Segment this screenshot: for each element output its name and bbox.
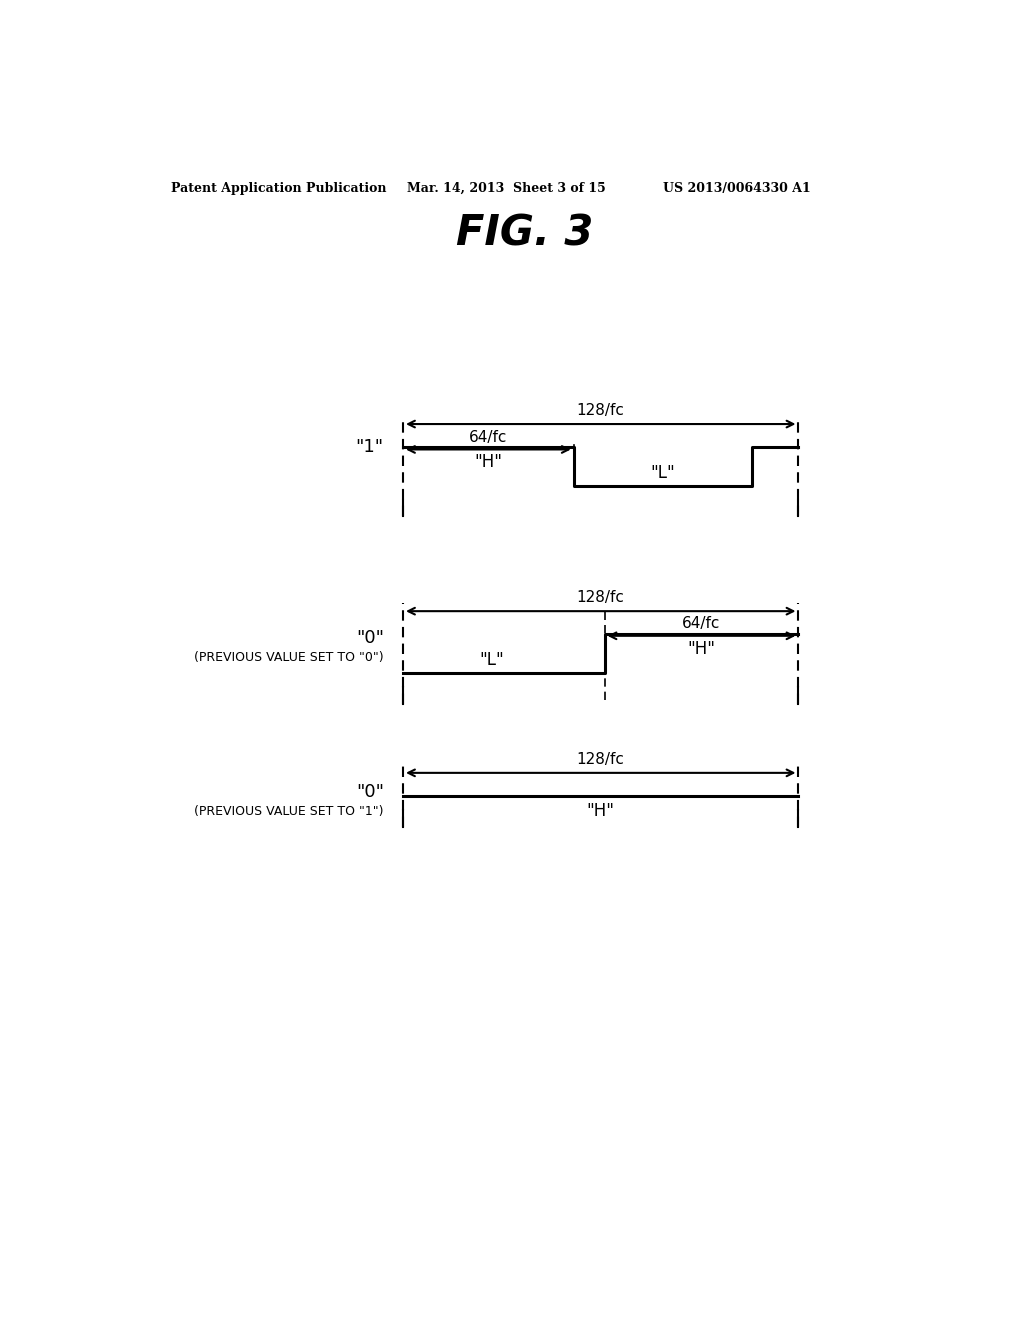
Text: "0": "0" [355, 630, 384, 647]
Text: (PREVIOUS VALUE SET TO "0"): (PREVIOUS VALUE SET TO "0") [195, 651, 384, 664]
Text: "H": "H" [474, 453, 503, 471]
Text: "L": "L" [650, 463, 675, 482]
Text: FIG. 3: FIG. 3 [456, 213, 594, 255]
Text: 128/fc: 128/fc [577, 751, 625, 767]
Text: Patent Application Publication: Patent Application Publication [171, 182, 386, 194]
Text: "H": "H" [587, 803, 614, 820]
Text: "L": "L" [480, 651, 505, 669]
Text: "0": "0" [355, 783, 384, 801]
Text: 64/fc: 64/fc [682, 616, 721, 631]
Text: (PREVIOUS VALUE SET TO "1"): (PREVIOUS VALUE SET TO "1") [195, 805, 384, 818]
Text: 128/fc: 128/fc [577, 590, 625, 605]
Text: 64/fc: 64/fc [469, 430, 508, 445]
Text: Mar. 14, 2013  Sheet 3 of 15: Mar. 14, 2013 Sheet 3 of 15 [407, 182, 606, 194]
Text: "1": "1" [355, 438, 384, 457]
Text: 128/fc: 128/fc [577, 403, 625, 418]
Text: US 2013/0064330 A1: US 2013/0064330 A1 [663, 182, 811, 194]
Text: "H": "H" [687, 640, 716, 659]
